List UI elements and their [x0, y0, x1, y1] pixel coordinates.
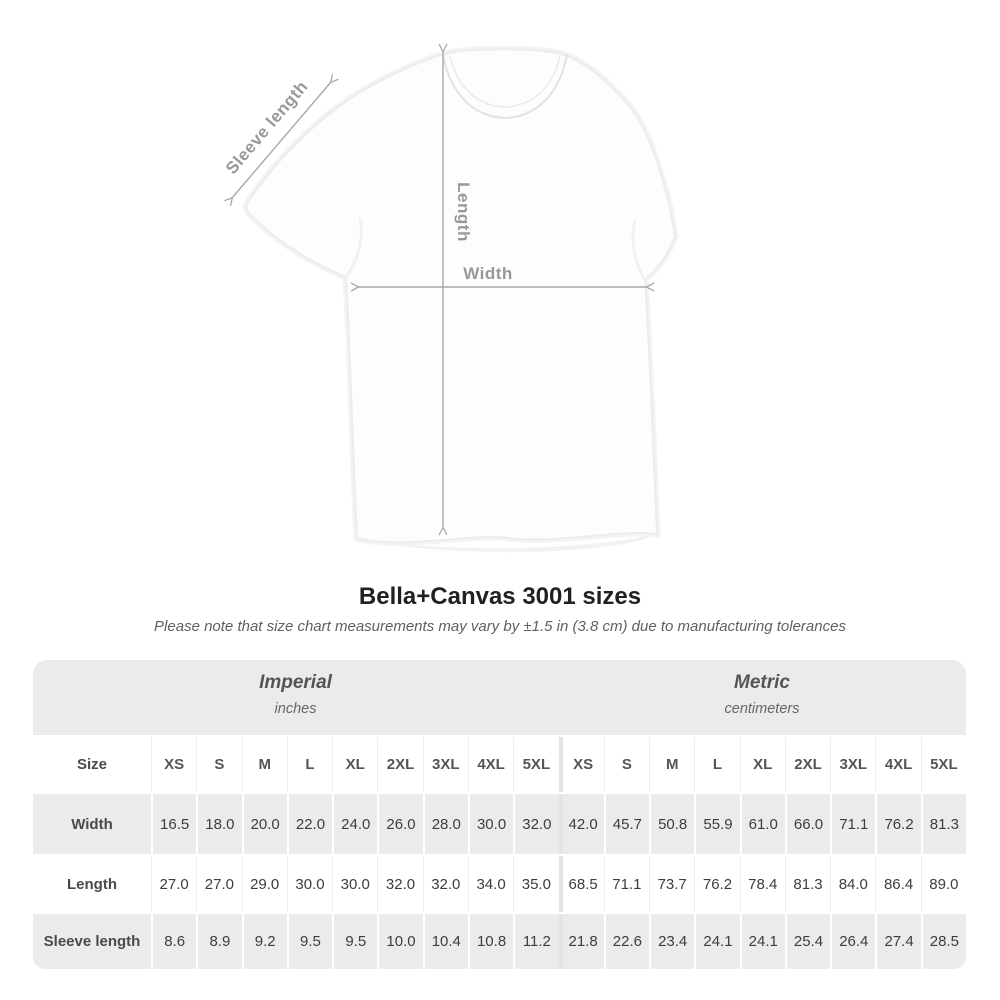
length-metric-cell: 78.4 [739, 856, 785, 912]
size-col-header: XS [151, 737, 197, 792]
row-label-width: Width [33, 794, 151, 854]
width-imperial-cell: 22.0 [286, 794, 333, 854]
tshirt-crease-right [631, 219, 647, 281]
length-imperial-cell: 27.0 [151, 856, 197, 912]
sleeve-length-arrow [224, 73, 339, 207]
length-imperial-cell: 32.0 [377, 856, 423, 912]
tolerance-note: Please note that size chart measurements… [154, 618, 846, 635]
width-imperial-cell: 16.5 [151, 794, 197, 854]
metric-unit-label: centimeters [724, 701, 800, 717]
length-metric-cell: 68.5 [558, 856, 604, 912]
size-table: Imperial inches Metric centimeters Size … [33, 660, 966, 969]
size-col-header: L [286, 737, 333, 792]
sleeve-metric-cell: 21.8 [558, 914, 604, 969]
size-col-header: 2XL [784, 737, 831, 792]
width-metric-cell: 42.0 [558, 794, 604, 854]
tshirt-crease-left [344, 217, 363, 278]
sleeve-metric-cell: 26.4 [830, 914, 876, 969]
size-col-header: M [241, 737, 287, 792]
sleeve-metric-cell: 28.5 [920, 914, 966, 969]
tshirt-shadow [360, 533, 658, 553]
width-imperial-cell: 20.0 [241, 794, 287, 854]
unit-group-header: Imperial inches Metric centimeters [33, 660, 966, 735]
length-metric-cell: 89.0 [920, 856, 966, 912]
length-imperial-cell: 35.0 [513, 856, 559, 912]
tshirt-collar-inner [449, 55, 561, 108]
metric-group-header: Metric centimeters [558, 672, 966, 723]
sleeve-imperial-cell: 10.0 [377, 914, 423, 969]
length-imperial-cell: 34.0 [467, 856, 514, 912]
width-imperial-cell: 28.0 [422, 794, 468, 854]
size-col-header: XS [558, 737, 604, 792]
width-imperial-cell: 18.0 [196, 794, 242, 854]
length-metric-cell: 86.4 [875, 856, 921, 912]
size-col-header: 5XL [920, 737, 966, 792]
size-col-header: 2XL [377, 737, 423, 792]
width-metric-cell: 61.0 [739, 794, 785, 854]
length-imperial-cell: 32.0 [422, 856, 468, 912]
width-metric-cell: 81.3 [920, 794, 966, 854]
imperial-unit-label: inches [274, 701, 317, 717]
size-col-header: M [649, 737, 695, 792]
width-metric-cell: 66.0 [784, 794, 831, 854]
imperial-label: Imperial [259, 672, 332, 693]
length-imperial-cell: 29.0 [241, 856, 287, 912]
length-metric-cell: 71.1 [603, 856, 650, 912]
size-col-header: 3XL [422, 737, 468, 792]
imperial-group-header: Imperial inches [33, 672, 558, 723]
sleeve-metric-cell: 23.4 [649, 914, 695, 969]
sleeve-metric-cell: 24.1 [694, 914, 740, 969]
width-imperial-cell: 32.0 [513, 794, 559, 854]
length-metric-cell: 81.3 [784, 856, 831, 912]
sleeve-metric-cell: 24.1 [739, 914, 785, 969]
size-corner-header: Size [33, 737, 151, 792]
width-metric-cell: 45.7 [603, 794, 650, 854]
size-col-header: S [603, 737, 650, 792]
sleeve-imperial-cell: 8.6 [151, 914, 197, 969]
sleeve-metric-cell: 25.4 [784, 914, 831, 969]
width-metric-cell: 76.2 [875, 794, 921, 854]
sleeve-imperial-cell: 8.9 [196, 914, 242, 969]
width-label: Width [463, 264, 513, 283]
size-col-header: 3XL [830, 737, 876, 792]
sleeve-imperial-cell: 9.5 [332, 914, 378, 969]
tshirt-diagram: Width Length Sleeve length [222, 43, 679, 553]
sleeve-imperial-cell: 10.8 [467, 914, 514, 969]
sleeve-imperial-cell: 9.5 [286, 914, 333, 969]
width-metric-cell: 55.9 [694, 794, 740, 854]
width-metric-cell: 50.8 [649, 794, 695, 854]
width-imperial-cell: 26.0 [377, 794, 423, 854]
size-col-header: 5XL [513, 737, 559, 792]
length-metric-cell: 84.0 [830, 856, 876, 912]
tshirt-collar-outer [442, 53, 568, 120]
size-col-header: S [196, 737, 242, 792]
length-metric-cell: 73.7 [649, 856, 695, 912]
size-col-header: 4XL [875, 737, 921, 792]
length-imperial-cell: 27.0 [196, 856, 242, 912]
metric-label: Metric [734, 672, 790, 693]
sleeve-imperial-cell: 10.4 [422, 914, 468, 969]
width-imperial-cell: 24.0 [332, 794, 378, 854]
size-col-header: L [694, 737, 740, 792]
sleeve-metric-cell: 27.4 [875, 914, 921, 969]
size-col-header: XL [739, 737, 785, 792]
sleeve-imperial-cell: 11.2 [513, 914, 559, 969]
length-metric-cell: 76.2 [694, 856, 740, 912]
size-col-header: 4XL [467, 737, 514, 792]
width-imperial-cell: 30.0 [467, 794, 514, 854]
row-label-sleeve-length: Sleeve length [33, 914, 151, 969]
row-label-length: Length [33, 856, 151, 912]
page-title: Bella+Canvas 3001 sizes [358, 583, 642, 610]
length-imperial-cell: 30.0 [286, 856, 333, 912]
sleeve-metric-cell: 22.6 [603, 914, 650, 969]
width-metric-cell: 71.1 [830, 794, 876, 854]
length-label: Length [454, 182, 473, 242]
tshirt-body [245, 48, 677, 544]
length-imperial-cell: 30.0 [332, 856, 378, 912]
size-col-header: XL [332, 737, 378, 792]
sleeve-imperial-cell: 9.2 [241, 914, 287, 969]
